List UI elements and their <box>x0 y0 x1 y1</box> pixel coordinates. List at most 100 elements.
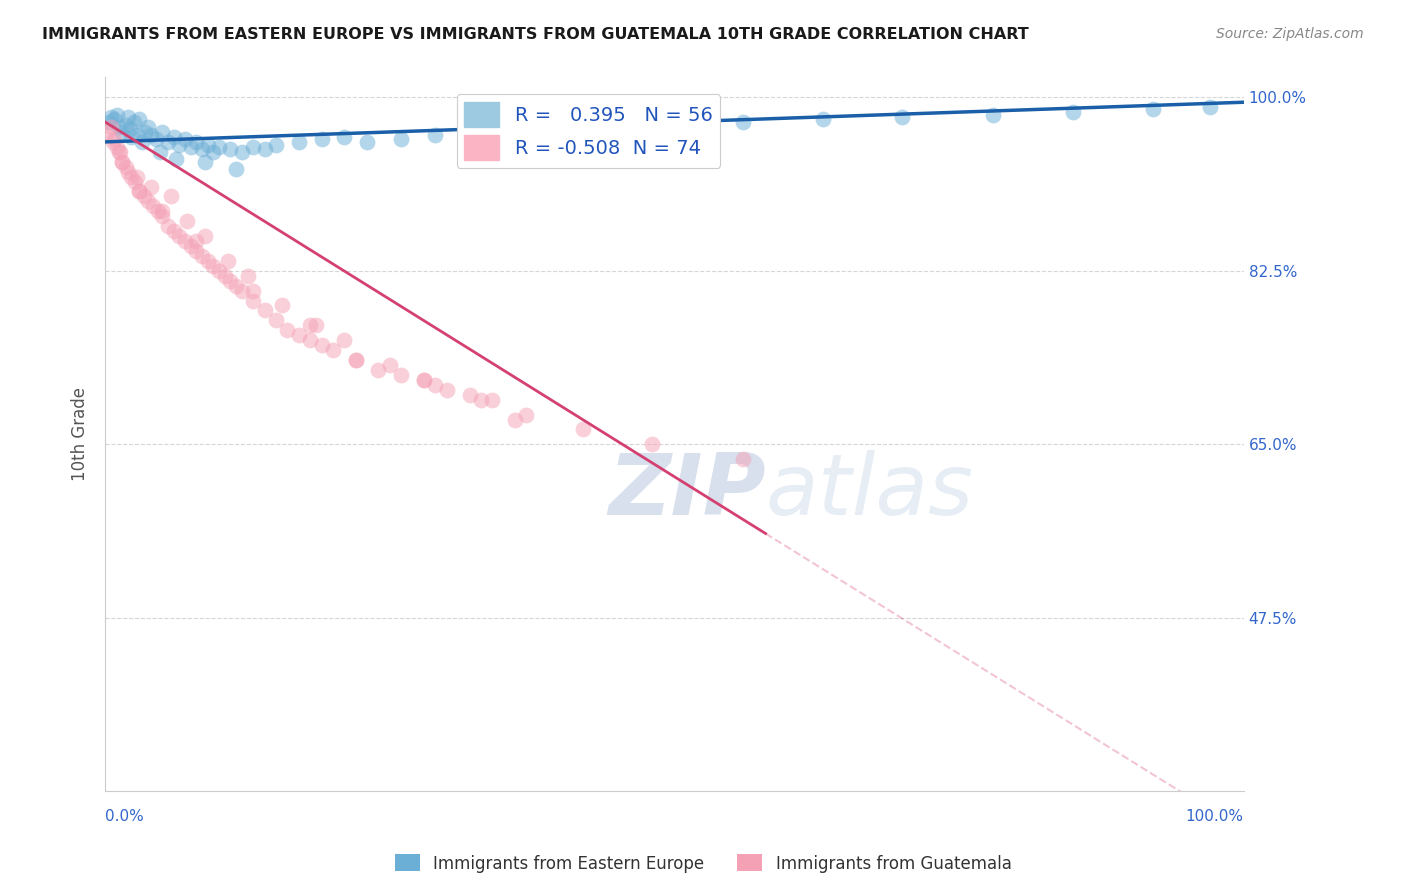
Point <box>194 154 217 169</box>
Point <box>389 368 412 382</box>
Point <box>117 110 139 124</box>
Point <box>287 328 309 343</box>
Point <box>100 110 122 124</box>
Point <box>111 125 134 139</box>
Point <box>458 388 481 402</box>
Point <box>138 194 160 209</box>
Point <box>139 179 162 194</box>
Point <box>150 204 173 219</box>
Point <box>219 142 242 156</box>
Point <box>425 377 447 392</box>
Point <box>208 264 231 278</box>
Point <box>128 185 150 199</box>
Point <box>264 313 287 327</box>
Point <box>253 303 276 318</box>
Point <box>413 373 436 387</box>
Text: 0.0%: 0.0% <box>105 809 143 824</box>
Point <box>191 249 214 263</box>
Point <box>176 214 198 228</box>
Point <box>197 253 219 268</box>
Point <box>150 209 173 223</box>
Point <box>481 392 503 407</box>
Point <box>231 284 253 298</box>
Point <box>378 358 401 372</box>
Point <box>731 115 754 129</box>
Point <box>162 224 184 238</box>
Point <box>208 140 231 154</box>
Point <box>225 161 247 176</box>
Point <box>97 115 120 129</box>
Point <box>124 175 146 189</box>
Point <box>572 422 595 436</box>
Text: atlas: atlas <box>766 450 973 533</box>
Point <box>202 259 225 273</box>
Point <box>180 239 202 253</box>
Point <box>811 112 834 127</box>
Point <box>197 137 219 152</box>
Point <box>981 108 1004 122</box>
Point <box>311 338 333 352</box>
Point <box>503 412 526 426</box>
Point <box>162 130 184 145</box>
Point <box>470 392 492 407</box>
Point <box>503 125 526 139</box>
Point <box>174 132 197 146</box>
Point <box>515 408 537 422</box>
Point <box>108 145 131 159</box>
Point <box>114 118 136 132</box>
Point <box>891 110 914 124</box>
Point <box>114 160 136 174</box>
Point <box>664 118 686 132</box>
Text: IMMIGRANTS FROM EASTERN EUROPE VS IMMIGRANTS FROM GUATEMALA 10TH GRADE CORRELATI: IMMIGRANTS FROM EASTERN EUROPE VS IMMIGR… <box>42 27 1029 42</box>
Point <box>101 135 124 149</box>
Point <box>219 274 242 288</box>
Point <box>139 128 162 142</box>
Point <box>111 154 134 169</box>
Text: Source: ZipAtlas.com: Source: ZipAtlas.com <box>1216 27 1364 41</box>
Point <box>131 135 153 149</box>
Point <box>186 135 208 149</box>
Point <box>167 137 190 152</box>
Point <box>322 343 344 357</box>
Point <box>231 145 253 159</box>
Point <box>606 120 628 134</box>
Point <box>214 268 236 283</box>
Point <box>108 120 131 134</box>
Point <box>264 137 287 152</box>
Point <box>128 185 150 199</box>
Point <box>344 353 367 368</box>
Point <box>128 112 150 127</box>
Point <box>270 298 292 312</box>
Point <box>167 229 190 244</box>
Point <box>111 154 134 169</box>
Point <box>413 373 436 387</box>
Point <box>156 135 179 149</box>
Point <box>165 152 187 166</box>
Point <box>149 145 172 159</box>
Point <box>108 145 131 159</box>
Point <box>242 140 264 154</box>
Point <box>105 108 128 122</box>
Point <box>425 128 447 142</box>
Point <box>389 132 412 146</box>
Point <box>311 132 333 146</box>
Point <box>96 125 118 139</box>
Point <box>344 353 367 368</box>
Point <box>186 244 208 258</box>
Point <box>458 130 481 145</box>
Point <box>145 132 167 146</box>
Legend: R =   0.395   N = 56, R = -0.508  N = 74: R = 0.395 N = 56, R = -0.508 N = 74 <box>457 95 720 168</box>
Point <box>186 234 208 248</box>
Point <box>356 135 378 149</box>
Point <box>236 268 259 283</box>
Point <box>103 132 125 146</box>
Point <box>287 135 309 149</box>
Point <box>122 115 145 129</box>
Point <box>641 437 664 451</box>
Point <box>105 140 128 154</box>
Point <box>132 189 155 203</box>
Point <box>120 169 142 184</box>
Text: ZIP: ZIP <box>607 450 766 533</box>
Legend: Immigrants from Eastern Europe, Immigrants from Guatemala: Immigrants from Eastern Europe, Immigran… <box>388 847 1018 880</box>
Point <box>120 122 142 136</box>
